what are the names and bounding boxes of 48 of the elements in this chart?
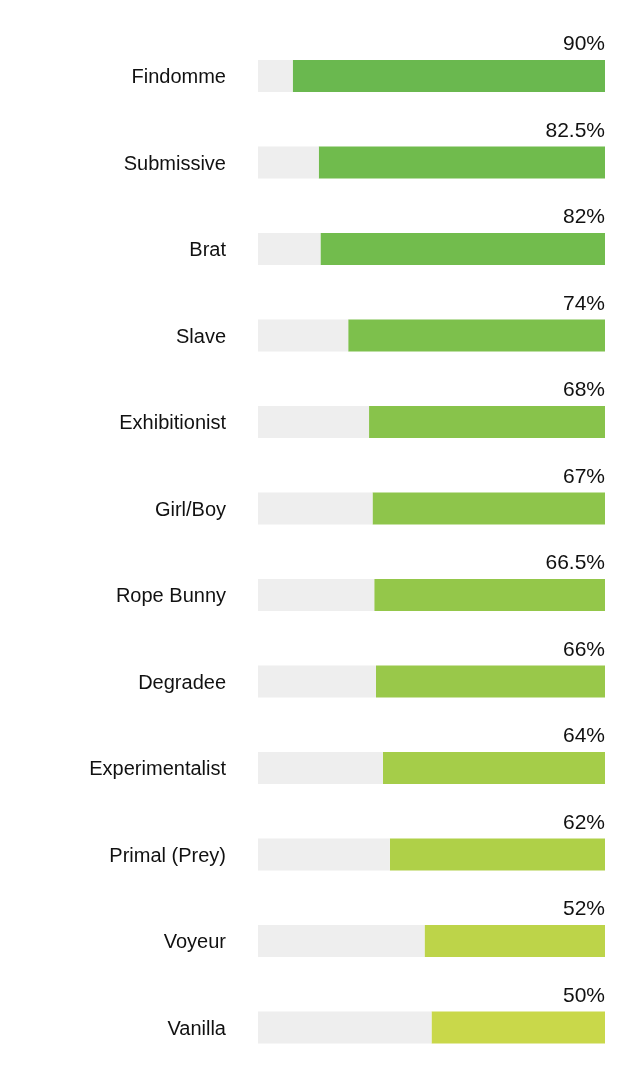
bar — [258, 752, 383, 784]
y-tick-label: Experimentalist — [89, 757, 227, 779]
bar — [431, 1011, 605, 1044]
y-tick-label: Rope Bunny — [115, 584, 226, 606]
bar — [258, 319, 349, 352]
y-tick-label: Slave — [175, 324, 226, 347]
bar — [375, 665, 605, 698]
data-label: 67% — [562, 463, 605, 487]
bar — [348, 319, 605, 352]
bar — [258, 1011, 432, 1044]
y-tick-label: Vanilla — [167, 1016, 227, 1039]
bar — [372, 492, 605, 525]
data-label: 90% — [562, 31, 605, 54]
data-label: 82% — [562, 204, 605, 227]
bar — [374, 579, 605, 611]
bar — [258, 233, 321, 265]
y-tick-label: Submissive — [123, 151, 226, 174]
bar — [258, 406, 370, 438]
bar — [320, 233, 605, 265]
bar — [424, 925, 605, 957]
bar — [389, 838, 605, 871]
y-tick-label: Girl/Boy — [154, 497, 226, 520]
bar — [369, 406, 605, 438]
bar — [258, 146, 319, 179]
data-label: 62% — [562, 809, 605, 833]
bar — [258, 925, 425, 957]
data-label: 66.5% — [545, 550, 605, 573]
data-label: 68% — [562, 377, 605, 400]
bar — [292, 60, 605, 92]
bar — [318, 146, 605, 179]
bar — [258, 60, 293, 92]
data-label: 74% — [562, 290, 605, 314]
data-label: 82.5% — [545, 117, 605, 141]
data-label: 64% — [562, 723, 605, 746]
bar — [258, 492, 373, 525]
y-tick-label: Exhibitionist — [119, 411, 227, 433]
bar — [382, 752, 605, 784]
y-tick-label: Degradee — [138, 670, 226, 693]
y-tick-label: Voyeur — [163, 930, 227, 952]
bar — [258, 579, 375, 611]
y-tick-label: Brat — [189, 238, 227, 260]
bar — [258, 665, 376, 698]
data-label: 66% — [562, 636, 605, 660]
data-label: 50% — [562, 982, 605, 1006]
y-tick-label: Primal (Prey) — [109, 843, 226, 866]
bar — [258, 838, 390, 871]
y-tick-label: Findomme — [131, 65, 226, 87]
data-label: 52% — [562, 896, 605, 919]
